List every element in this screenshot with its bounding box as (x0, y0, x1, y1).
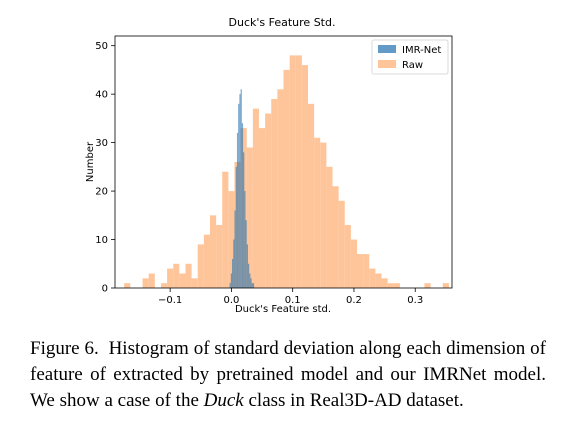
x-tick-label: 0.0 (223, 295, 239, 306)
x-tick-label: 0.2 (346, 295, 362, 306)
raw-bar (283, 69, 290, 288)
y-tick-label: 50 (95, 41, 108, 52)
y-tick-label: 20 (95, 187, 108, 198)
raw-bar (277, 89, 284, 288)
raw-bar (320, 142, 327, 288)
raw-bar (350, 239, 358, 288)
y-tick-label: 10 (95, 235, 108, 246)
imr-net-bar (236, 132, 239, 288)
raw-bar (289, 55, 296, 289)
raw-bar (185, 263, 192, 288)
x-tick-label: −0.1 (158, 295, 182, 306)
raw-bar (216, 225, 223, 288)
imr-net-bar (239, 94, 241, 289)
imr-net-bar (252, 283, 255, 288)
raw-series-bars (124, 55, 449, 289)
imr-net-bar (241, 123, 244, 288)
legend-swatch-imr-net (378, 45, 396, 53)
raw-bar (442, 283, 449, 288)
raw-bar (265, 113, 272, 289)
raw-bar (179, 273, 186, 288)
imr-net-bar (229, 283, 231, 288)
y-axis: 0 10 20 30 40 50 (95, 41, 115, 295)
imr-net-bar (249, 273, 251, 288)
raw-bar (326, 166, 333, 288)
imr-net-bar (245, 220, 247, 288)
raw-bar (424, 283, 431, 288)
y-axis-label: Number (85, 141, 96, 182)
raw-bar (173, 263, 180, 288)
imr-net-bar (230, 273, 233, 288)
raw-bar (191, 278, 198, 288)
histogram-figure: Duck's Feature Std. −0.1 0.0 0.1 0.2 0.3 0 10… (85, 16, 453, 315)
chart-title: Duck's Feature Std. (229, 16, 336, 29)
raw-bar (357, 254, 364, 288)
imr-net-bar (250, 278, 252, 288)
x-axis-label: Duck's Feature std. (235, 304, 331, 315)
raw-bar (222, 171, 229, 288)
imr-net-bar (240, 89, 242, 288)
raw-bar (160, 283, 168, 288)
y-tick-label: 0 (102, 284, 108, 295)
legend-label-raw: Raw (402, 60, 423, 71)
raw-bar (308, 103, 315, 288)
raw-bar (252, 108, 259, 288)
raw-bar (228, 191, 235, 288)
raw-bar (338, 200, 345, 288)
imr-net-series-bars (229, 89, 255, 289)
y-tick-label: 30 (95, 138, 108, 149)
raw-bar (375, 273, 382, 288)
raw-bar (301, 65, 309, 288)
legend: IMR-Net Raw (371, 39, 449, 75)
raw-bar (142, 278, 149, 288)
imr-net-bar (233, 239, 235, 288)
imr-net-bar (232, 258, 234, 288)
imr-net-bar (238, 103, 240, 288)
figure-caption: Figure 6. Histogram of standard deviatio… (30, 336, 546, 414)
y-tick-label: 40 (95, 90, 108, 101)
raw-bar (148, 273, 155, 288)
raw-bar (344, 225, 351, 288)
legend-swatch-raw (378, 60, 396, 68)
legend-label-imr-net: IMR-Net (402, 45, 441, 56)
raw-bar (124, 283, 131, 288)
raw-bar (314, 137, 321, 288)
raw-bar (271, 99, 278, 288)
raw-bar (203, 234, 210, 288)
imr-net-bar (235, 166, 237, 288)
imr-net-bar (234, 210, 236, 288)
caption-text-end: class in Real3D-AD dataset. (243, 390, 464, 411)
imr-net-bar (251, 283, 253, 288)
caption-label: Figure 6. (30, 338, 99, 359)
plot-frame (114, 35, 453, 289)
x-axis: −0.1 0.0 0.1 0.2 0.3 (158, 288, 423, 306)
raw-bar (295, 55, 302, 289)
raw-bar (381, 278, 388, 288)
raw-bar (258, 128, 266, 288)
caption-text: Histogram of standard deviation along ea… (30, 338, 546, 411)
raw-bar (332, 186, 339, 288)
imr-net-bar (247, 263, 250, 288)
imr-net-bar (243, 152, 245, 288)
x-tick-label: 0.3 (407, 295, 423, 306)
raw-bar (209, 215, 217, 288)
raw-bar (167, 268, 174, 288)
x-tick-label: 0.1 (285, 295, 301, 306)
raw-bar (363, 254, 370, 288)
raw-bar (197, 244, 204, 288)
raw-bar (369, 268, 376, 288)
raw-bar (393, 283, 400, 288)
raw-bar (387, 283, 394, 288)
raw-bar (246, 147, 253, 288)
caption-emphasis: Duck (203, 390, 244, 411)
imr-net-bar (246, 244, 248, 288)
imr-net-bar (244, 191, 246, 288)
